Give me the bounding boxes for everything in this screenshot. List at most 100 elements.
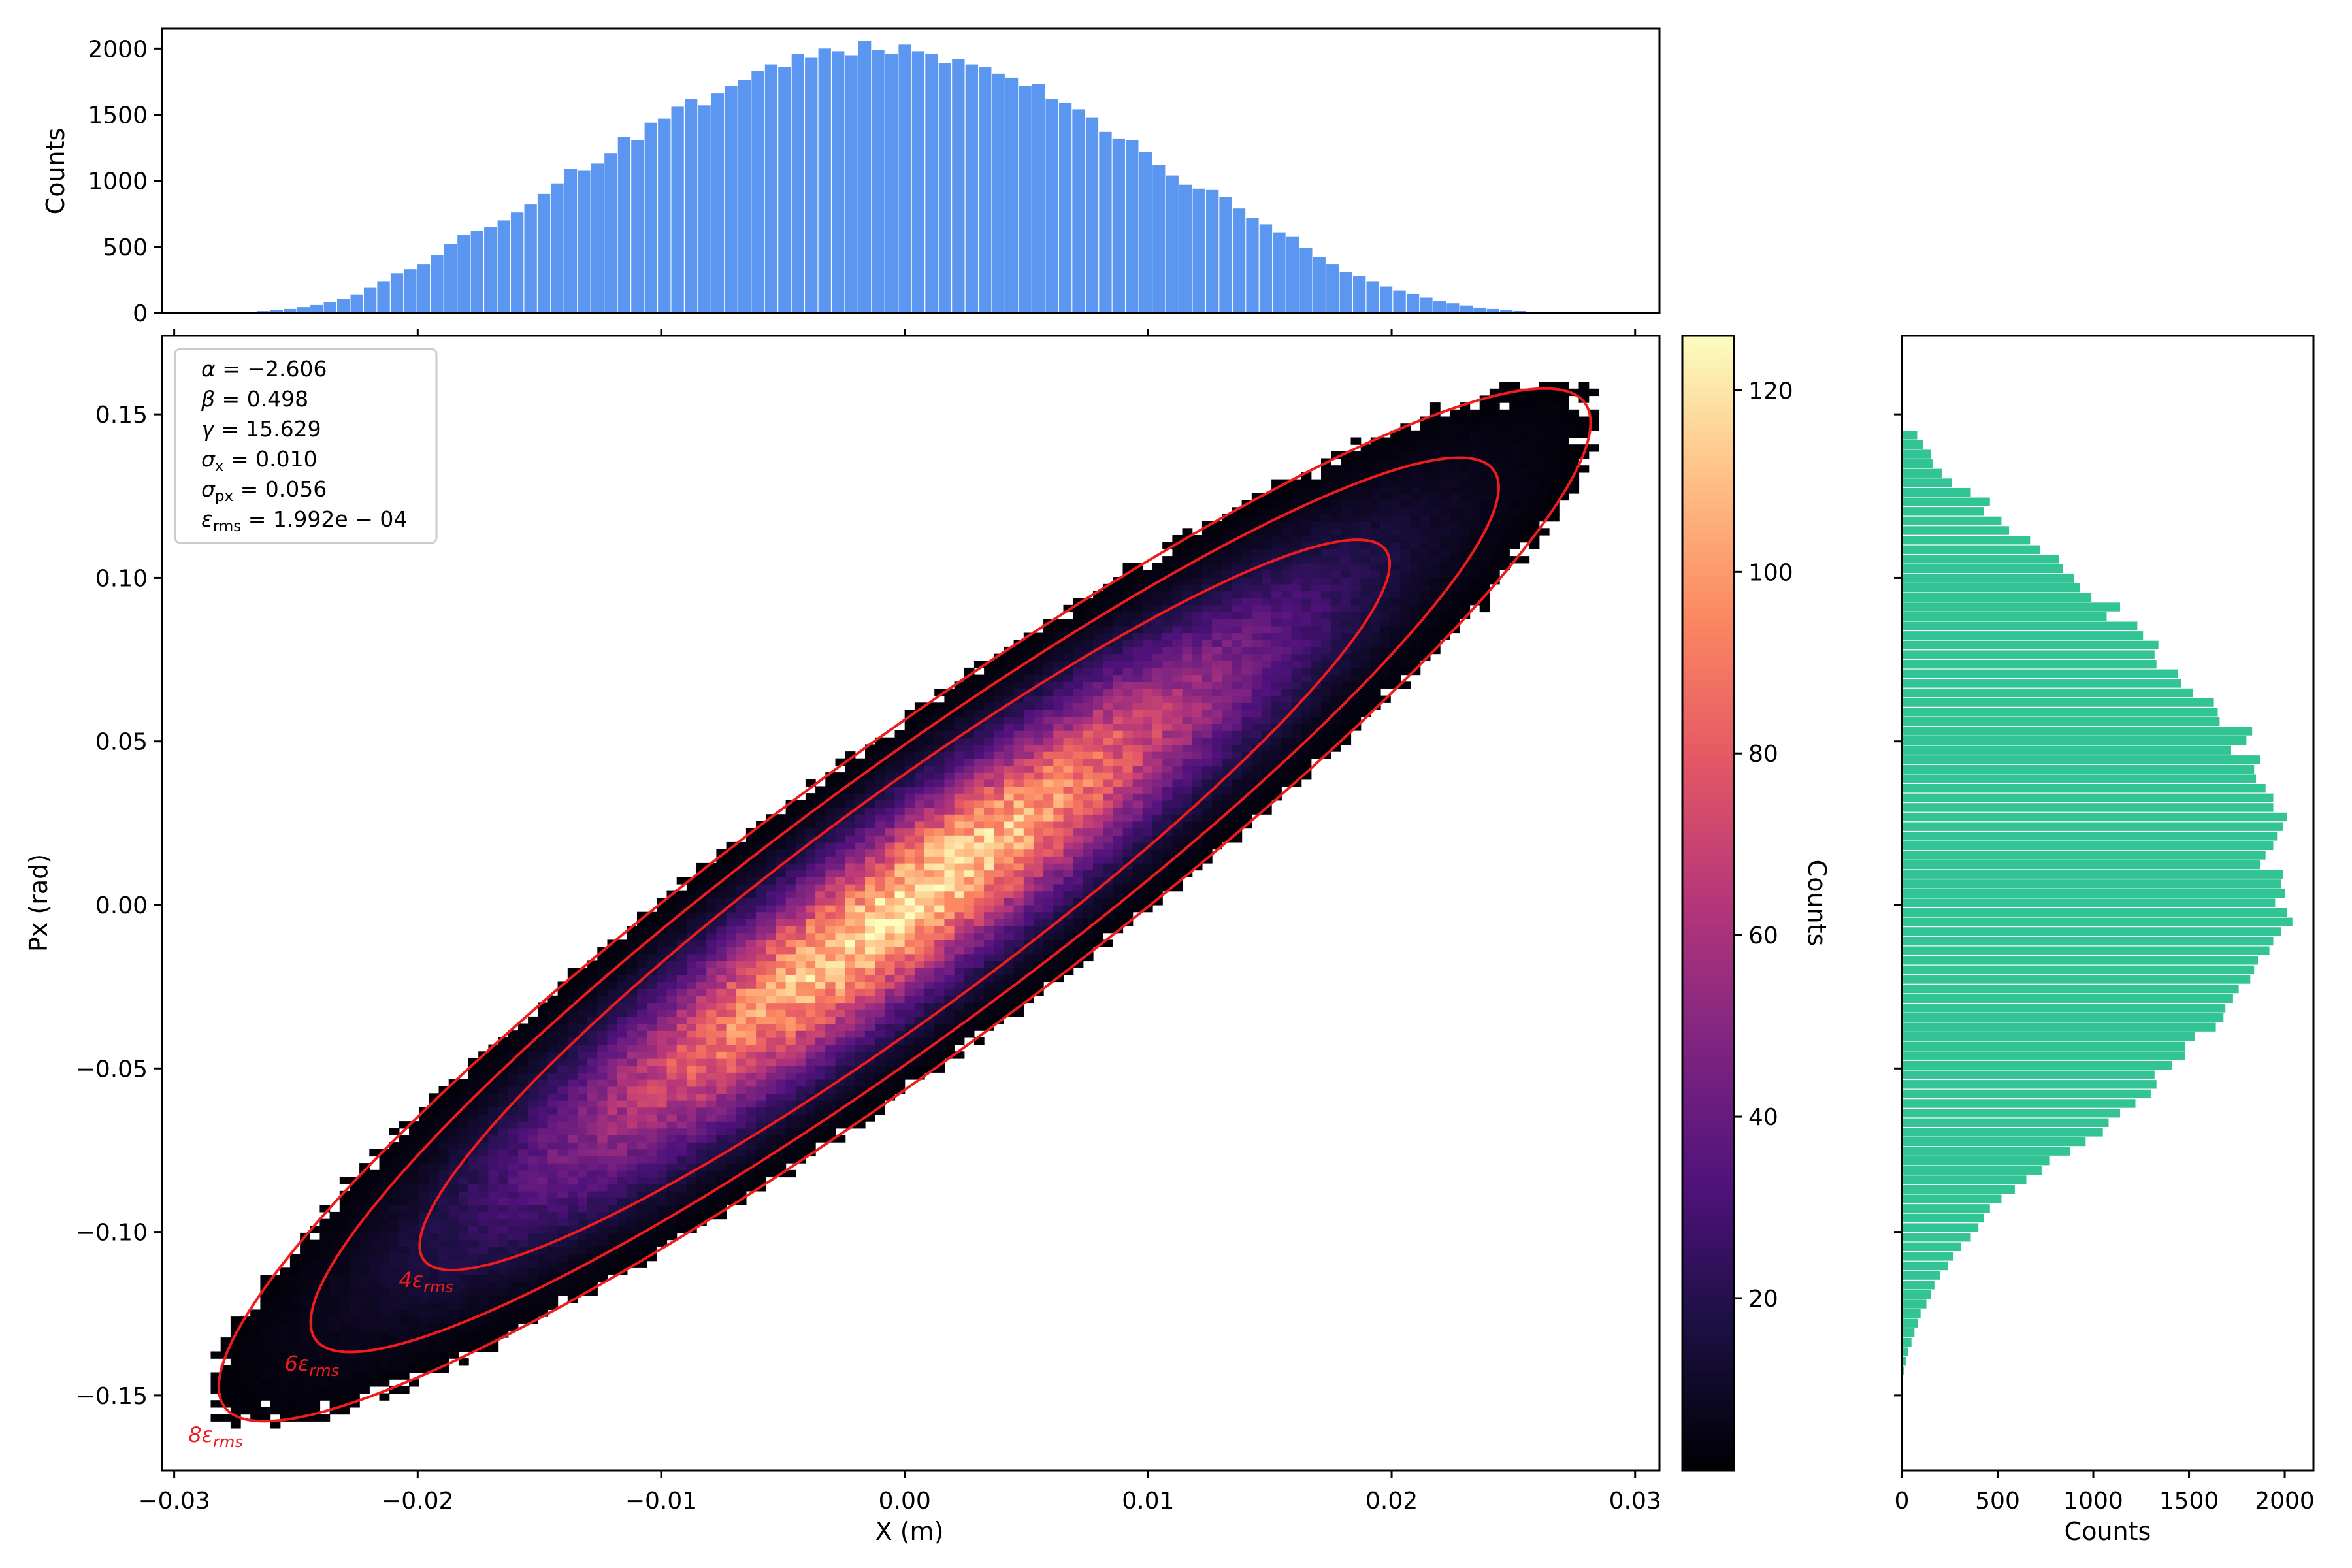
heatmap-cell [745,968,757,975]
heatmap-cell [1271,674,1282,682]
heatmap-cell [1004,730,1015,738]
heatmap-cell [230,1344,241,1352]
heatmap-cell [557,1247,568,1254]
heatmap-cell [399,1309,410,1317]
heatmap-cell [944,793,955,801]
heatmap-cell [1222,521,1232,529]
heatmap-cell [716,960,727,968]
heatmap-cell [1004,695,1015,703]
heatmap-cell [756,849,766,857]
heatmap-cell [1113,702,1124,710]
heatmap-cell [1172,751,1183,759]
heatmap-cell [319,1260,331,1268]
heatmap-cell [310,1372,321,1380]
heatmap-cell [250,1337,261,1345]
heatmap-cell [885,911,896,919]
heatmap-cell [389,1330,400,1338]
heatmap-cell [468,1226,479,1233]
heatmap-cell [310,1275,321,1282]
heatmap-cell [230,1379,241,1387]
heatmap-cell [805,911,816,919]
heatmap-cell [745,926,757,934]
heatmap-cell [300,1400,310,1408]
heatmap-cell [973,681,985,689]
heatmap-cell [617,1016,628,1024]
heatmap-cell [657,1072,668,1080]
heatmap-cell [498,1198,509,1205]
heatmap-cell [835,898,846,906]
heatmap-cell [984,765,994,773]
heatmap-cell [517,1232,529,1241]
heatmap-cell [845,1121,856,1129]
heatmap-cell [994,884,1004,892]
heatmap-cell [984,1016,994,1024]
heatmap-cell [597,1211,608,1220]
heatmap-cell [1063,765,1074,773]
heatmap-cell [359,1211,370,1220]
heatmap-cell [706,981,717,989]
heatmap-cell [1013,716,1024,724]
heatmap-cell [1251,514,1262,522]
heatmap-cell [379,1198,390,1205]
heatmap-cell [627,1205,638,1213]
heatmap-cell [1182,758,1193,766]
heatmap-cell [1023,932,1034,940]
heatmap-cell [984,862,994,871]
heatmap-cell [1103,710,1113,717]
heatmap-cell [776,1051,787,1059]
heatmap-cell [716,898,727,906]
heatmap-cell [676,1218,687,1226]
heatmap-cell [1192,646,1203,655]
x-histogram-bar [925,54,938,314]
heatmap-cell [1172,841,1183,850]
heatmap-cell [578,1190,588,1199]
heatmap-cell [894,821,906,829]
heatmap-cell [666,1065,678,1073]
heatmap-cell [587,1023,598,1031]
heatmap-cell [855,870,866,877]
heatmap-cell [924,1037,935,1045]
heatmap-cell [1281,689,1292,696]
heatmap-cell [607,1016,618,1024]
heatmap-cell [260,1379,271,1387]
heatmap-cell [468,1296,479,1303]
heatmap-cell [1103,730,1113,738]
heatmap-cell [409,1135,419,1143]
heatmap-cell [1053,905,1064,913]
heatmap-cell [1281,604,1292,613]
heatmap-cell [1043,870,1054,877]
heatmap-cell [607,1232,618,1241]
heatmap-cell [766,877,777,885]
heatmap-cell [1053,939,1064,947]
heatmap-cell [1013,835,1024,843]
heatmap-cell [855,1072,866,1080]
heatmap-cell [934,953,945,962]
heatmap-cell [924,862,935,871]
heatmap-cell [657,1044,668,1052]
heatmap-cell [369,1211,380,1220]
x-histogram-bar [1126,140,1139,313]
heatmap-cell [310,1309,321,1317]
heatmap-cell [1172,563,1183,570]
heatmap-cell [637,1205,647,1213]
heatmap-cell [1251,583,1262,592]
heatmap-cell [1241,716,1252,724]
heatmap-cell [1212,695,1222,703]
heatmap-cell [1192,814,1203,822]
heatmap-cell [805,835,816,843]
heatmap-cell [1251,598,1262,606]
heatmap-cell [1182,528,1193,536]
heatmap-cell [448,1198,459,1205]
heatmap-cell [557,1002,568,1010]
heatmap-cell [1033,814,1044,822]
heatmap-cell [617,1128,628,1135]
heatmap-cell [517,1037,529,1045]
heatmap-cell [1004,905,1015,913]
heatmap-cell [1073,926,1084,934]
heatmap-cell [528,1198,538,1205]
heatmap-cell [1132,695,1143,703]
heatmap-cell [706,862,717,871]
heatmap-cell [825,1079,836,1087]
heatmap-cell [538,1205,549,1213]
heatmap-cell [696,953,707,962]
